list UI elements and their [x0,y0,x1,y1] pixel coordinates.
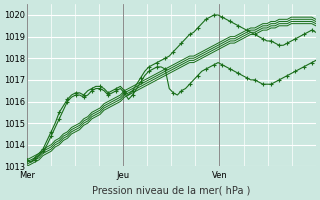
X-axis label: Pression niveau de la mer( hPa ): Pression niveau de la mer( hPa ) [92,186,251,196]
